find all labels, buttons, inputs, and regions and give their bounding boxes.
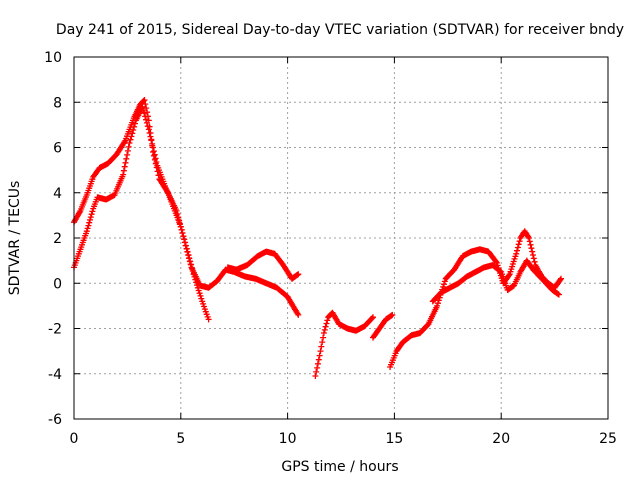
y-tick-label: 4: [53, 186, 62, 202]
y-tick-label: 2: [53, 231, 62, 247]
axis-ticks: 0 5 10 15 20 25 -6 -4 -2 0 2 4 6 8 10: [44, 50, 617, 447]
series-markers: [387, 228, 564, 370]
x-tick-label: 0: [70, 431, 79, 447]
series-trace-a: [71, 97, 302, 318]
data-points: [71, 97, 564, 379]
series-markers: [429, 257, 562, 305]
y-tick-label: 0: [53, 276, 62, 292]
x-tick-label: 20: [492, 431, 510, 447]
x-tick-label: 15: [385, 431, 403, 447]
series-markers: [71, 103, 212, 323]
series-trace-g: [429, 257, 562, 305]
x-tick-label: 25: [599, 431, 617, 447]
series-trace-e: [370, 311, 396, 341]
series-trace-b: [71, 103, 212, 323]
series-trace-f: [387, 228, 564, 370]
y-tick-label: 8: [53, 95, 62, 111]
y-tick-label: 10: [44, 50, 62, 66]
y-tick-label: 6: [53, 141, 62, 157]
series-markers: [71, 97, 302, 318]
y-tick-label: -6: [48, 412, 62, 428]
series-trace-c: [224, 248, 302, 282]
series-markers: [370, 311, 396, 341]
x-tick-label: 10: [279, 431, 297, 447]
x-tick-label: 5: [176, 431, 185, 447]
y-tick-label: -2: [48, 322, 62, 338]
series-markers: [312, 309, 376, 379]
y-axis-label: SDTVAR / TECUs: [7, 181, 23, 296]
chart-title: Day 241 of 2015, Sidereal Day-to-day VTE…: [56, 22, 624, 38]
y-tick-label: -4: [48, 367, 62, 383]
series-markers: [224, 248, 302, 282]
series-trace-d: [312, 309, 376, 379]
x-axis-label: GPS time / hours: [281, 459, 398, 475]
